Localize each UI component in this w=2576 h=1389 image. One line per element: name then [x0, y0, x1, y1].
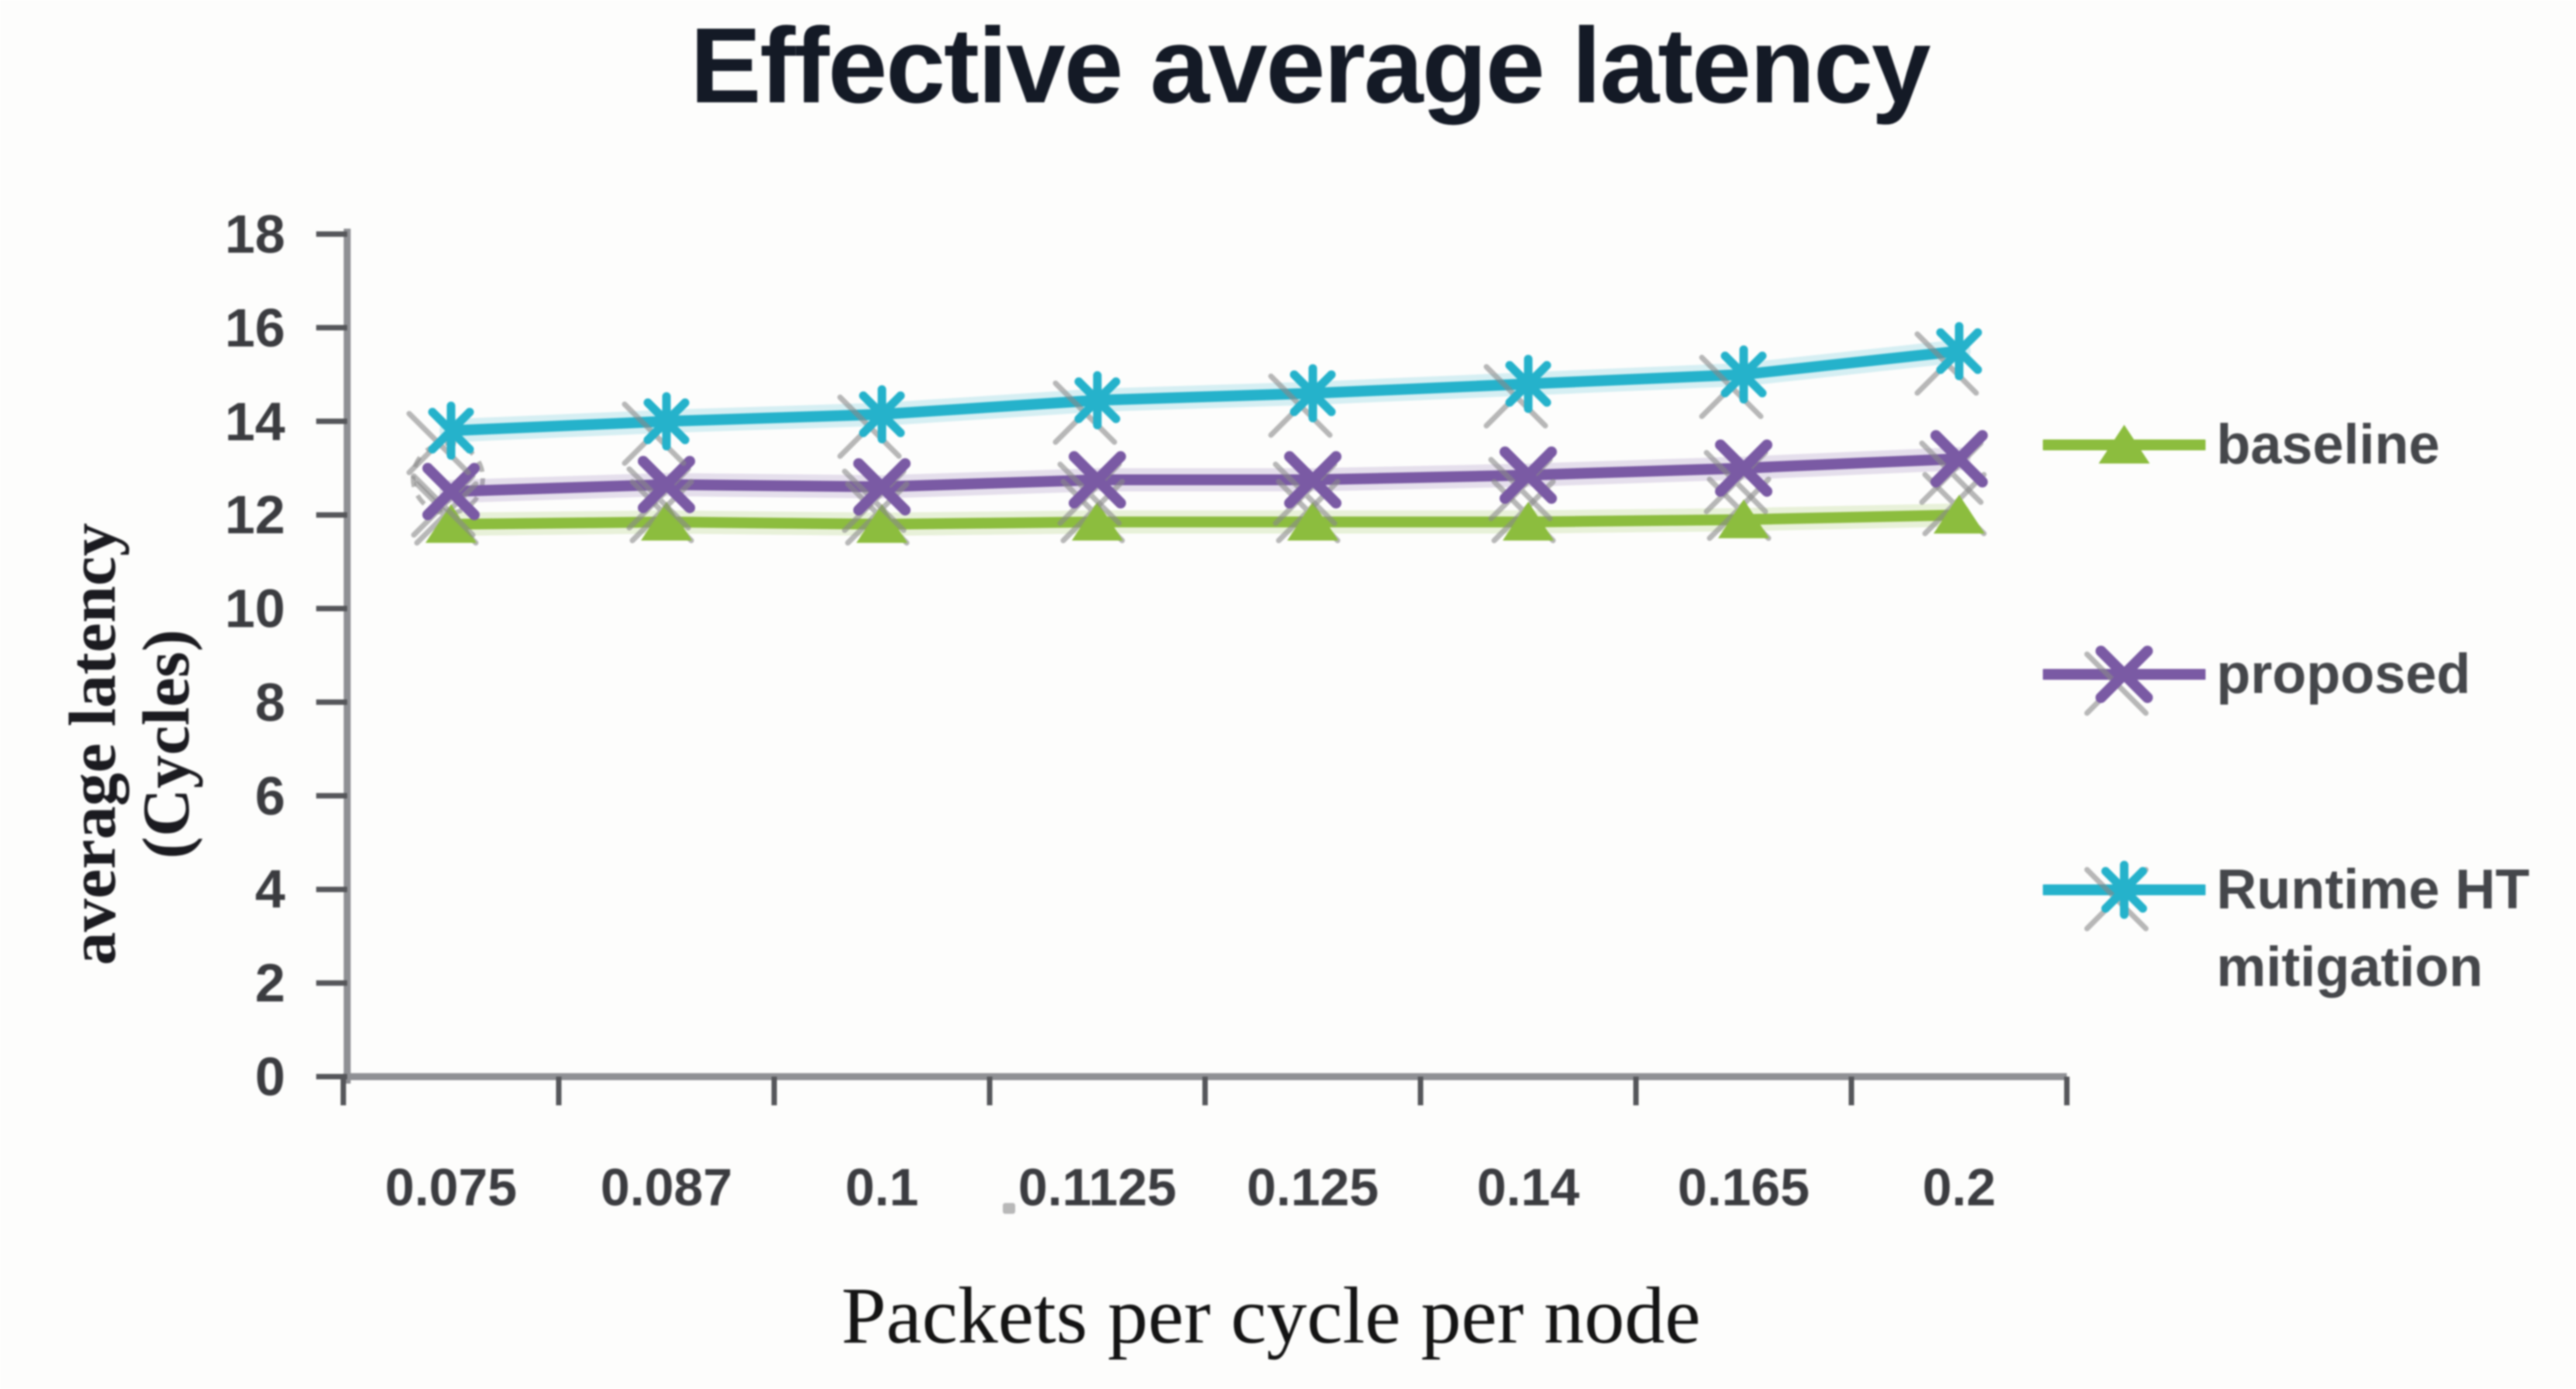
- y-tick-label: 2: [255, 953, 285, 1014]
- marker-asterisk: [1074, 371, 1121, 429]
- marker-x: [853, 458, 911, 516]
- x-tick-label: 0.125: [1246, 1158, 1379, 1217]
- marker-asterisk: [643, 392, 690, 451]
- legend: baseline proposed Runtime HT mitigation: [2043, 0, 2576, 1389]
- marker-triangle: [641, 501, 692, 541]
- marker-x: [638, 456, 695, 514]
- series-line-runtime-ht-mitigation: [446, 345, 1965, 436]
- marker-x: [1069, 451, 1126, 509]
- x-axis-title: Packets per cycle per node: [841, 1271, 1701, 1360]
- x-tick-label: 0.2: [1922, 1158, 1996, 1217]
- legend-label: baseline: [2216, 414, 2440, 476]
- marker-x-arm: [1284, 451, 1341, 509]
- marker-asterisk: [1720, 345, 1767, 404]
- legend-swatch-x: [2043, 646, 2206, 716]
- marker-triangle: [1287, 501, 1338, 541]
- y-tick-label: 16: [225, 297, 285, 358]
- x-tick-label: 0.165: [1677, 1158, 1810, 1217]
- y-tick-label: 6: [255, 765, 285, 826]
- legend-swatch-asterisk: [2043, 860, 2206, 932]
- marker-x-arm: [422, 463, 480, 521]
- series-line-proposed: [446, 453, 1965, 498]
- marker-x-arm: [1069, 451, 1126, 509]
- marker-x-arm: [2096, 646, 2153, 703]
- marker-triangle: [1934, 495, 1985, 534]
- marker-x: [1715, 439, 1772, 497]
- series-line-baseline: [446, 509, 1965, 530]
- y-tick-label: 8: [255, 671, 285, 732]
- marker-x: [1930, 429, 1988, 488]
- y-tick-label: 0: [255, 1046, 285, 1107]
- chart-title: Effective average latency: [690, 6, 1930, 126]
- marker-triangle: [2099, 425, 2150, 464]
- legend-entry-proposed: proposed: [2043, 624, 2573, 725]
- legend-entry-runtime-ht-mitigation: Runtime HT mitigation: [2043, 839, 2573, 1006]
- marker-asterisk: [1936, 322, 1982, 381]
- legend-swatch-triangle: [2043, 425, 2206, 464]
- x-tick-label: 0.075: [384, 1158, 518, 1217]
- marker-x: [1284, 451, 1341, 509]
- marker-x-arm: [1930, 429, 1988, 488]
- y-tick-label: 4: [255, 859, 285, 920]
- marker-asterisk: [428, 402, 474, 460]
- marker-asterisk: [1290, 364, 1336, 422]
- marker-x: [2096, 646, 2153, 703]
- marker-triangle: [1072, 501, 1123, 541]
- marker-x-arm: [853, 458, 911, 516]
- marker-x-arm: [638, 456, 695, 514]
- x-tick-label: 0.1: [845, 1158, 919, 1217]
- marker-triangle: [1503, 501, 1554, 541]
- marker-triangle: [425, 504, 477, 543]
- scan-artifact-dot: [1003, 1203, 1015, 1214]
- marker-asterisk: [859, 384, 905, 443]
- marker-x: [422, 463, 480, 521]
- y-tick-label: 12: [225, 484, 285, 546]
- x-tick-label: 0.1125: [1018, 1158, 1177, 1217]
- marker-triangle: [856, 504, 907, 543]
- marker-x-arm: [1715, 439, 1772, 497]
- legend-label: Runtime HT mitigation: [2216, 859, 2530, 998]
- x-tick-label: 0.14: [1476, 1158, 1580, 1217]
- x-tick-label: 0.087: [600, 1158, 733, 1217]
- y-tick-label: 10: [225, 578, 285, 639]
- legend-entry-baseline: baseline: [2043, 395, 2573, 495]
- marker-x: [1500, 446, 1557, 505]
- y-tick-label: 18: [225, 204, 285, 264]
- marker-asterisk: [1505, 354, 1551, 413]
- y-tick-label: 14: [225, 391, 285, 452]
- marker-triangle: [1718, 499, 1769, 539]
- marker-x-arm: [1500, 446, 1557, 505]
- marker-asterisk: [2101, 860, 2147, 919]
- legend-label: proposed: [2216, 643, 2471, 705]
